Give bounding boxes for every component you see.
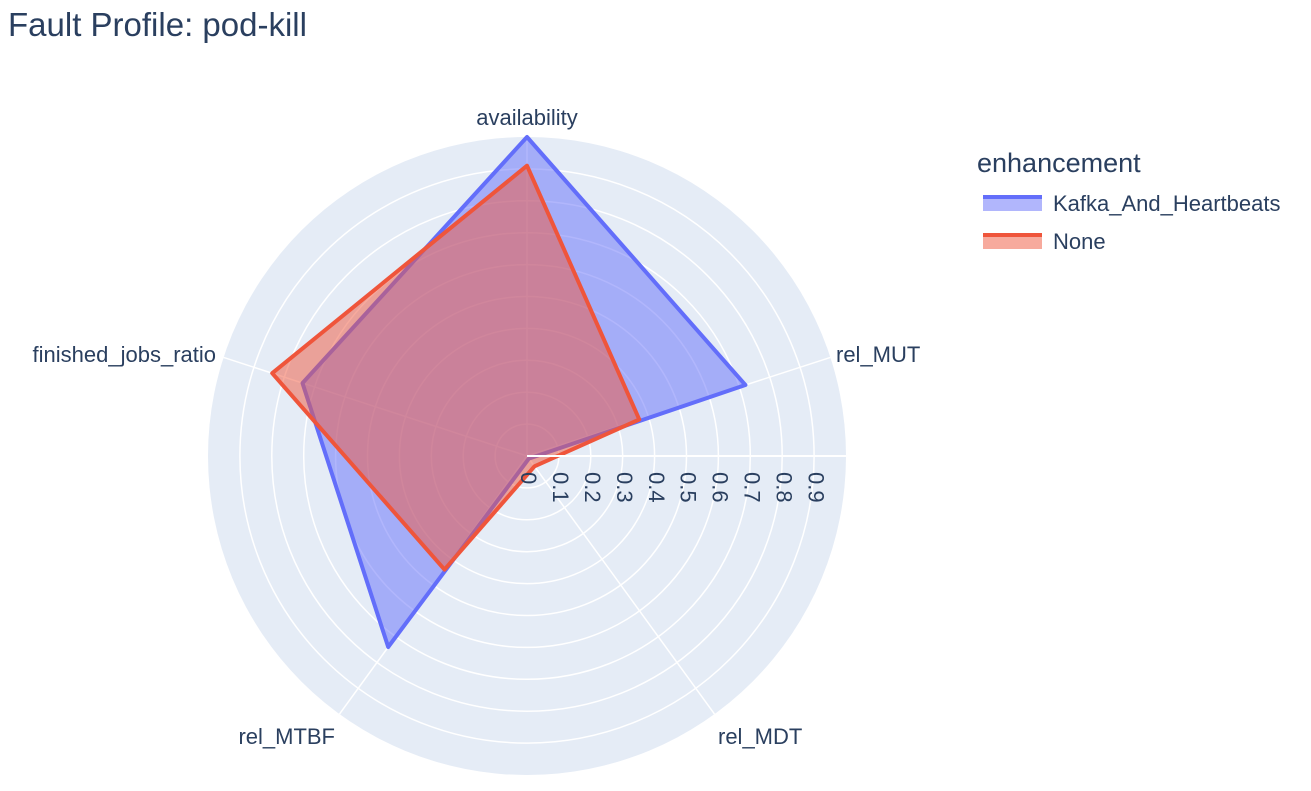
axis-label-finished-jobs-ratio: finished_jobs_ratio — [33, 342, 216, 367]
radial-tick-label: 0.5 — [676, 472, 701, 503]
radial-tick-label: 0.2 — [580, 472, 605, 503]
legend-label: Kafka_And_Heartbeats — [1053, 191, 1281, 216]
legend-label: None — [1053, 229, 1106, 254]
radial-tick-label: 0 — [516, 472, 541, 484]
radial-tick-label: 0.1 — [548, 472, 573, 503]
radial-axis: 0 0.1 0.2 0.3 0.4 0.5 0.6 0.7 0.8 0.9 — [516, 455, 846, 503]
radial-tick-label: 0.9 — [803, 472, 828, 503]
axis-label-rel-mdt: rel_MDT — [718, 724, 802, 749]
legend: enhancement Kafka_And_Heartbeats None — [977, 148, 1281, 254]
legend-title: enhancement — [977, 148, 1141, 178]
radial-tick-label: 0.7 — [739, 472, 764, 503]
series-polygon-none — [270, 163, 642, 572]
legend-item-none[interactable]: None — [983, 229, 1106, 254]
chart-title: Fault Profile: pod-kill — [8, 6, 307, 43]
series-layer — [270, 135, 748, 649]
radial-tick-label: 0.6 — [708, 472, 733, 503]
axis-label-rel-mtbf: rel_MTBF — [238, 724, 335, 749]
axis-label-availability: availability — [476, 105, 578, 130]
spoke-line — [526, 455, 716, 715]
radial-tick-label: 0.3 — [612, 472, 637, 503]
radial-tick-label: 0.4 — [644, 472, 669, 503]
axis-label-rel-mut: rel_MUT — [836, 342, 920, 367]
radial-tick-label: 0.8 — [771, 472, 796, 503]
legend-item-kafka-and-heartbeats[interactable]: Kafka_And_Heartbeats — [983, 191, 1281, 216]
angular-axis-labels: availability rel_MUT rel_MDT rel_MTBF finish… — [33, 105, 921, 749]
